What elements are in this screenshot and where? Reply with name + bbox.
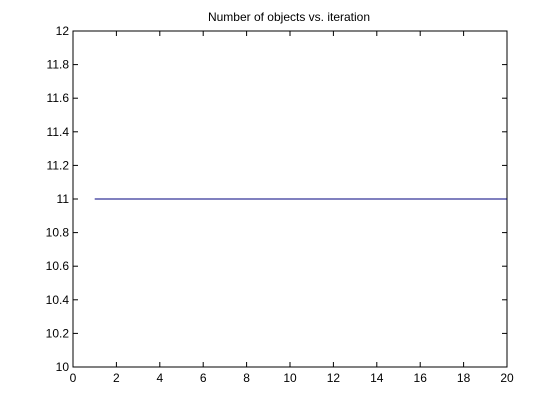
y-tick-label: 10.8 <box>46 226 70 240</box>
y-tick-label: 11 <box>57 192 70 206</box>
y-tick-label: 11.6 <box>47 91 70 105</box>
y-tick-label: 10 <box>56 360 70 374</box>
x-tick-label: 2 <box>113 371 120 385</box>
chart-title: Number of objects vs. iteration <box>208 10 370 24</box>
x-tick-label: 0 <box>70 371 77 385</box>
x-tick-label: 4 <box>156 371 163 385</box>
x-tick-label: 8 <box>243 371 250 385</box>
x-tick-label: 20 <box>500 371 514 385</box>
y-tick-label: 11.8 <box>47 58 70 72</box>
x-tick-label: 14 <box>370 371 384 385</box>
y-tick-label: 11.4 <box>47 125 70 139</box>
x-tick-label: 18 <box>457 371 471 385</box>
y-tick-label: 11.2 <box>47 158 70 172</box>
x-tick-label: 16 <box>414 371 428 385</box>
x-tick-label: 6 <box>200 371 207 385</box>
x-tick-label: 10 <box>283 371 297 385</box>
x-tick-label: 12 <box>327 371 341 385</box>
y-tick-label: 10.4 <box>46 293 70 307</box>
y-tick-label: 10.6 <box>46 259 70 273</box>
y-tick-label: 12 <box>56 24 70 38</box>
y-tick-label: 10.2 <box>46 326 70 340</box>
